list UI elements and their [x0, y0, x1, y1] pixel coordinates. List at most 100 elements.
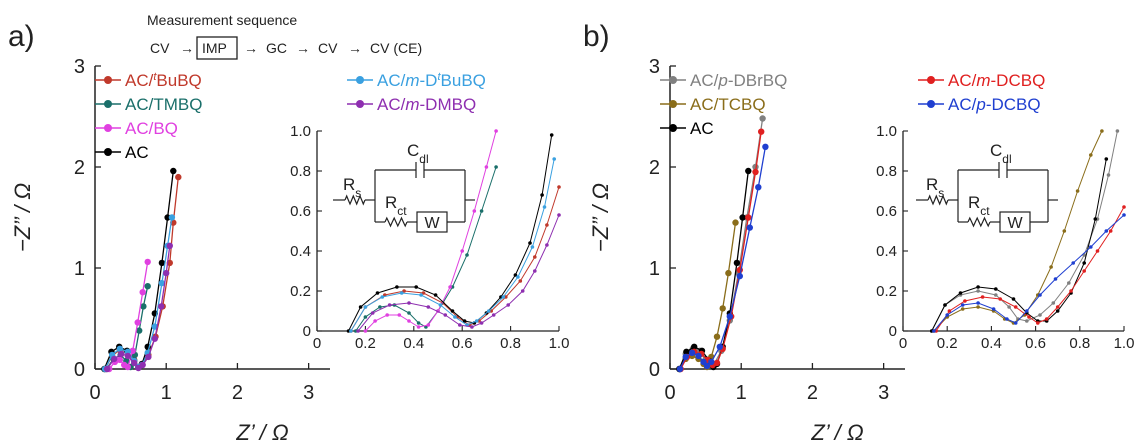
data-point: [991, 307, 996, 311]
data-point: [494, 129, 498, 133]
sequence-step: IMP: [202, 40, 227, 56]
data-point: [540, 193, 544, 197]
legend-label-part: p: [717, 71, 727, 90]
data-point: [407, 301, 411, 305]
cdl-label: Cdl: [407, 141, 429, 166]
inset-background: [903, 125, 1132, 351]
warburg-label: W: [1007, 215, 1023, 232]
data-point: [545, 223, 549, 227]
data-point: [1038, 313, 1042, 317]
data-point: [1071, 261, 1075, 265]
series-AC/BQ: [106, 258, 151, 373]
data-point: [358, 305, 363, 309]
rs-label: Rs: [343, 175, 361, 200]
data-point: [746, 224, 753, 231]
data-point: [945, 313, 949, 317]
legend-item: AC/TMBQ: [95, 95, 202, 114]
data-point: [1067, 281, 1071, 285]
y-tick-label: 3: [74, 56, 85, 78]
x-axis-label: Z’ / Ω: [810, 420, 863, 445]
rct-label: Rct: [385, 193, 407, 218]
data-point: [433, 293, 438, 297]
data-point: [378, 305, 382, 309]
equivalent-circuit: [333, 162, 475, 233]
data-point: [1089, 153, 1093, 157]
data-point: [976, 301, 980, 305]
legend-label-part: AC/: [377, 71, 406, 90]
inset-x-tick-label: 0.6: [1025, 335, 1046, 352]
data-point: [407, 311, 411, 315]
x-tick-label: 1: [161, 382, 172, 404]
legend-label-part: -DCBQ: [986, 95, 1041, 114]
data-point: [438, 303, 443, 307]
data-point: [462, 319, 467, 323]
data-point: [1115, 129, 1120, 133]
legend-label-part: -D: [420, 71, 438, 90]
series-AC: [101, 167, 177, 373]
x-tick-label: 3: [878, 382, 889, 404]
data-point: [443, 313, 448, 317]
data-point: [479, 321, 484, 325]
inset-y-tick-label: 0.4: [290, 243, 311, 260]
data-point: [762, 143, 769, 150]
data-point: [1075, 189, 1080, 193]
data-point: [158, 303, 165, 310]
inset-x-tick-label: 0.4: [981, 335, 1002, 352]
data-point: [533, 255, 537, 259]
data-point: [504, 295, 508, 299]
data-point: [676, 365, 684, 373]
sequence-step: GC: [266, 40, 287, 56]
data-point: [349, 329, 353, 333]
cdl-label-sub: dl: [419, 152, 428, 166]
inset-y-tick-label: 0.2: [876, 283, 897, 300]
series-AC/m-DtBuBQ: [101, 214, 176, 373]
data-point: [713, 333, 721, 340]
data-point: [129, 347, 136, 354]
inset-y-tick-label: 0.8: [876, 163, 897, 180]
series-line: [931, 158, 1107, 332]
inset-x-tick-label: 1.0: [1114, 335, 1135, 352]
data-point: [518, 279, 523, 283]
inset-x-tick-label: 0.8: [500, 335, 521, 352]
data-point: [932, 329, 936, 333]
y-tick-label: 0: [74, 359, 85, 381]
series-line: [680, 131, 762, 370]
data-point: [416, 321, 421, 325]
data-point: [458, 323, 462, 327]
legend-marker: [669, 100, 677, 108]
legend-label-part: AC/BQ: [125, 119, 178, 138]
cdl-label-main: C: [407, 141, 419, 160]
legend-label: AC/m-DMBQ: [377, 95, 476, 114]
data-point: [557, 185, 561, 189]
legend-item: AC/BQ: [95, 119, 178, 138]
data-point: [1025, 319, 1029, 323]
data-point: [474, 319, 479, 323]
data-point: [479, 209, 484, 213]
legend-label-part: AC/: [948, 71, 977, 90]
data-point: [140, 303, 147, 310]
legend-label: AC/TMBQ: [125, 95, 202, 114]
data-point: [943, 303, 947, 307]
data-point: [726, 313, 733, 320]
legend-label: AC/m-DCBQ: [948, 71, 1045, 90]
data-point: [491, 313, 496, 317]
y-tick-label: 1: [74, 258, 85, 280]
data-point: [513, 273, 518, 277]
data-point: [465, 253, 469, 257]
data-point: [407, 319, 411, 323]
rct-label-main: R: [968, 193, 980, 212]
data-point: [1108, 229, 1113, 233]
data-point: [397, 313, 402, 317]
data-point: [947, 309, 952, 313]
inset-y-tick-label: 0: [303, 323, 311, 340]
legend-marker: [669, 124, 677, 132]
data-point: [168, 214, 176, 221]
data-point: [139, 361, 146, 369]
legend-label-part: AC: [690, 119, 714, 138]
data-point: [470, 325, 474, 329]
warburg-label: W: [424, 215, 440, 232]
legend-label-part: BuBQ: [441, 71, 486, 90]
data-point: [124, 363, 131, 371]
data-point: [1013, 321, 1018, 325]
